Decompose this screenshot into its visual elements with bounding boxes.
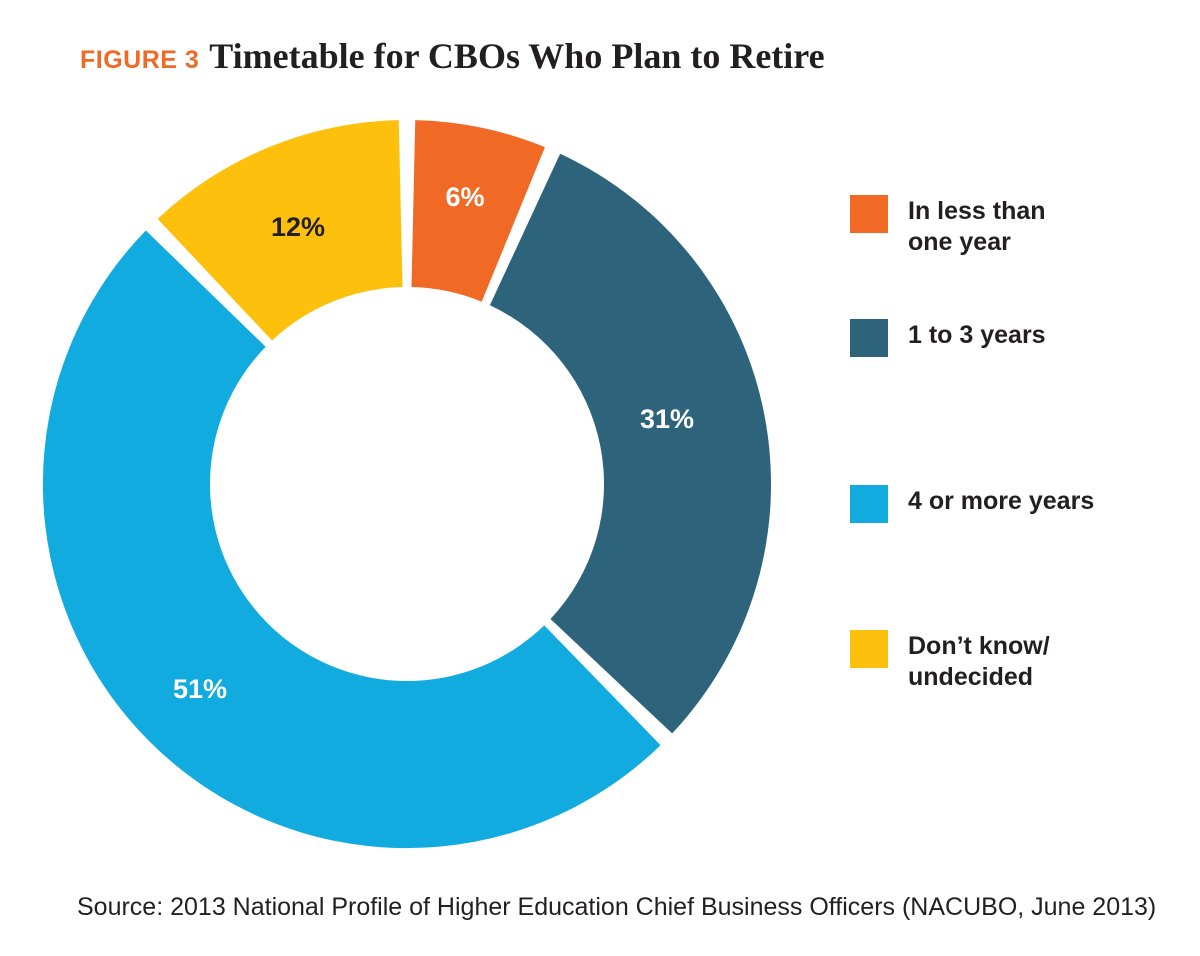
svg-text:31%: 31% xyxy=(640,404,694,434)
svg-text:51%: 51% xyxy=(173,674,227,704)
svg-text:12%: 12% xyxy=(271,212,325,242)
svg-text:6%: 6% xyxy=(445,182,484,212)
